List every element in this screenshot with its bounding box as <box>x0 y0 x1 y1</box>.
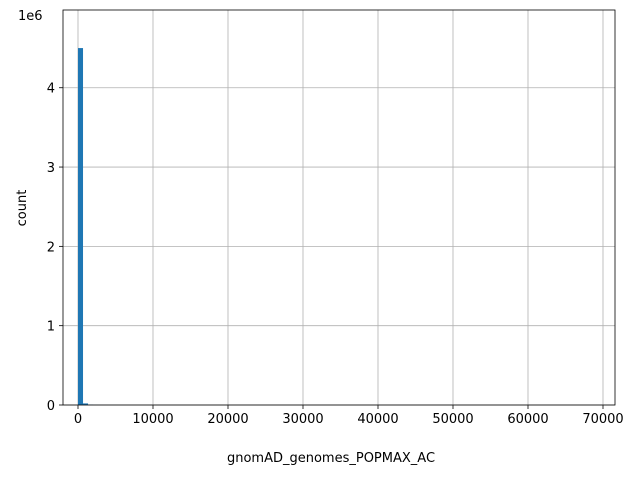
x-tick-label: 0 <box>74 412 82 427</box>
x-tick-label: 50000 <box>432 412 473 427</box>
plot-frame <box>62 9 616 406</box>
x-tick-label: 10000 <box>132 412 173 427</box>
y-tick-label: 1 <box>47 320 55 335</box>
x-axis-label: gnomAD_genomes_POPMAX_AC <box>227 451 435 466</box>
y-tick-label: 4 <box>47 82 55 97</box>
y-tick-label: 0 <box>47 399 55 414</box>
x-tick-label: 20000 <box>207 412 248 427</box>
x-tick-label: 60000 <box>507 412 548 427</box>
y-tick-label: 3 <box>47 161 55 176</box>
bar <box>78 48 84 405</box>
x-tick-label: 70000 <box>582 412 623 427</box>
y-axis-label: count <box>15 190 30 227</box>
x-tick-label: 40000 <box>357 412 398 427</box>
x-tick-label: 30000 <box>282 412 323 427</box>
bar <box>83 403 89 405</box>
y-offset-label: 1e6 <box>18 9 43 24</box>
y-tick-label: 2 <box>47 240 55 255</box>
